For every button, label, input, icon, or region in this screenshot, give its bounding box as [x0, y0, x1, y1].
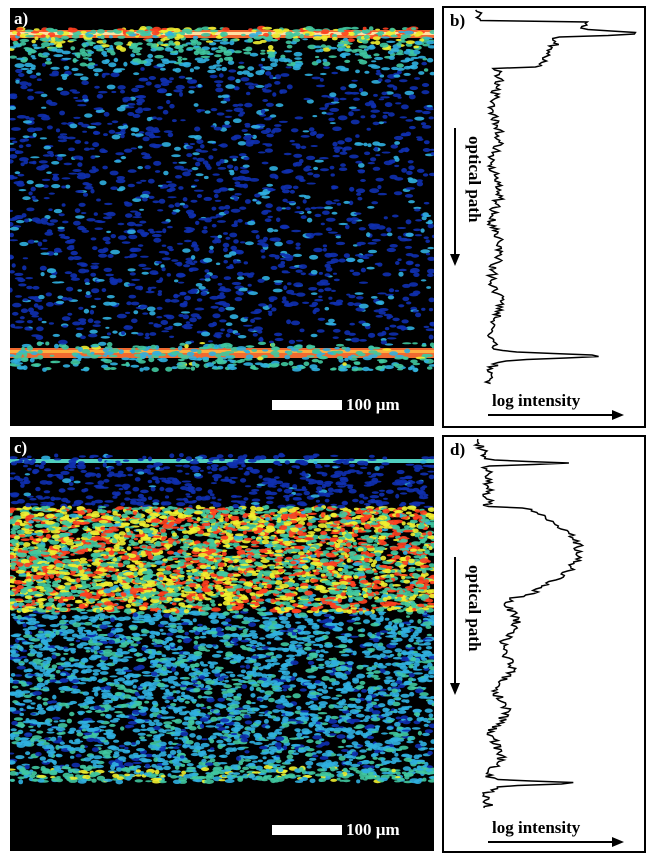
profile-curve-d: [472, 438, 585, 809]
intensity-profile-b: b) optical path log intensity: [442, 6, 646, 428]
oct-image-c: c) 100 µm: [10, 437, 434, 851]
oct-image-a-canvas: [10, 25, 434, 373]
y-axis-label-d: optical path: [465, 565, 484, 652]
scale-bar-c: [272, 825, 342, 835]
panel-label-a: a): [14, 9, 29, 28]
scale-bar-a: [272, 400, 342, 410]
x-axis-arrow-b: [488, 410, 624, 420]
y-axis-arrow-d: [450, 557, 460, 695]
panel-label-d: d): [450, 440, 466, 459]
oct-image-a: a) 100 µm: [10, 8, 434, 426]
oct-image-c-canvas: [10, 452, 434, 785]
y-axis-arrow-b: [450, 128, 460, 266]
y-axis-label-b: optical path: [465, 136, 484, 223]
x-axis-label-b: log intensity: [492, 391, 581, 410]
x-axis-arrow-d: [488, 837, 624, 847]
panel-label-c: c): [14, 438, 28, 457]
intensity-profile-d: d) optical path log intensity: [442, 435, 646, 853]
x-axis-label-d: log intensity: [492, 818, 581, 837]
profile-curve-b: [474, 9, 637, 385]
scale-label-a: 100 µm: [346, 395, 400, 414]
scale-label-c: 100 µm: [346, 820, 400, 839]
panel-label-b: b): [450, 11, 466, 30]
